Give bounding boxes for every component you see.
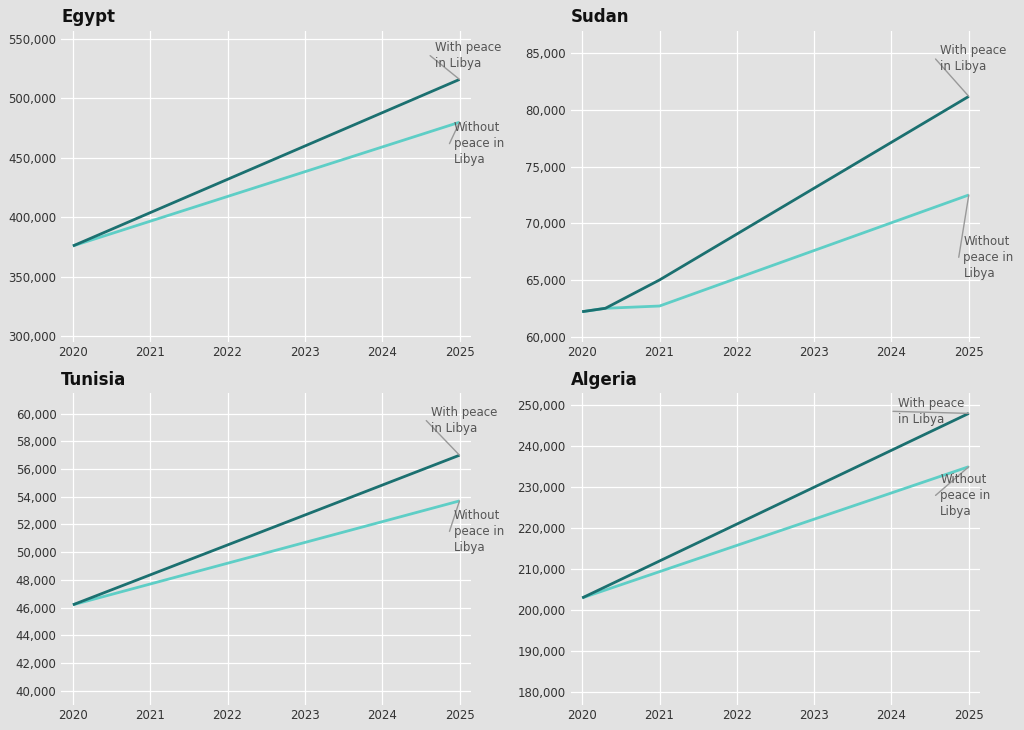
Text: Without
peace in
Libya: Without peace in Libya <box>964 235 1014 280</box>
Text: Without
peace in
Libya: Without peace in Libya <box>454 509 505 554</box>
Text: With peace
in Libya: With peace in Libya <box>898 397 964 426</box>
Text: With peace
in Libya: With peace in Libya <box>435 41 501 70</box>
Text: Algeria: Algeria <box>570 371 637 388</box>
Text: With peace
in Libya: With peace in Libya <box>431 406 498 435</box>
Text: Sudan: Sudan <box>570 8 629 26</box>
Text: Without
peace in
Libya: Without peace in Libya <box>454 121 505 166</box>
Text: With peace
in Libya: With peace in Libya <box>940 45 1007 74</box>
Text: Egypt: Egypt <box>61 8 116 26</box>
Text: Tunisia: Tunisia <box>61 371 127 388</box>
Text: Without
peace in
Libya: Without peace in Libya <box>940 473 990 518</box>
